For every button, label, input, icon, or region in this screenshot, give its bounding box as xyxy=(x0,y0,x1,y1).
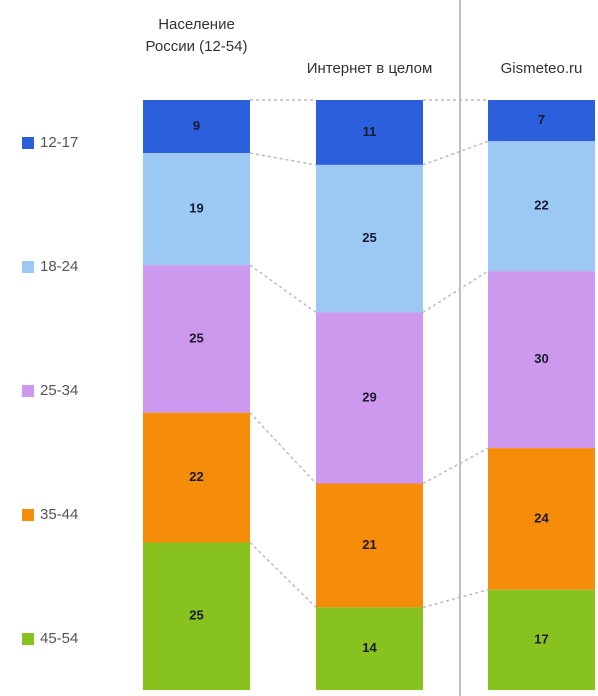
bar-segment xyxy=(488,448,595,590)
legend-swatch xyxy=(22,137,34,149)
bar-segment xyxy=(488,100,595,142)
value-label: 9 xyxy=(193,118,200,133)
connector xyxy=(422,447,489,485)
bar-segment xyxy=(316,483,423,608)
value-label: 25 xyxy=(189,608,203,623)
bar-segment xyxy=(143,412,250,543)
legend-label: 45-54 xyxy=(40,630,78,647)
value-label: 25 xyxy=(189,330,203,345)
bar-segment xyxy=(316,164,423,313)
connector xyxy=(249,152,317,166)
value-label: 22 xyxy=(189,469,203,484)
connector xyxy=(249,412,317,485)
bar-segment xyxy=(143,100,250,154)
legend-swatch xyxy=(22,633,34,645)
value-label: 30 xyxy=(534,351,548,366)
bar-segment xyxy=(316,607,423,690)
legend-swatch xyxy=(22,385,34,397)
bar-segment xyxy=(143,153,250,266)
value-label: 25 xyxy=(362,230,376,245)
bar-segment xyxy=(488,589,595,690)
bar-segment xyxy=(488,271,595,449)
value-label: 19 xyxy=(189,201,203,216)
value-label: 21 xyxy=(362,537,376,552)
value-label: 22 xyxy=(534,198,548,213)
connector xyxy=(249,264,317,314)
connector xyxy=(422,588,489,609)
value-label: 14 xyxy=(362,640,377,655)
legend-swatch xyxy=(22,509,34,521)
bar-segment xyxy=(143,542,250,690)
connector xyxy=(422,140,489,166)
value-label: 29 xyxy=(362,389,376,404)
bar-segment xyxy=(143,265,250,413)
bar-segment xyxy=(488,141,595,272)
value-label: 7 xyxy=(538,112,545,127)
bar-segment xyxy=(316,312,423,484)
column-header: Интернет в целом xyxy=(306,60,433,77)
column-header: Население России (12-54) xyxy=(145,16,248,55)
column-header: Gismeteo.ru xyxy=(500,60,583,77)
bar-segment xyxy=(316,100,423,165)
legend-swatch xyxy=(22,261,34,273)
legend-label: 18-24 xyxy=(40,258,78,275)
legend-label: 12-17 xyxy=(40,134,78,151)
legend-label: 25-34 xyxy=(40,382,78,399)
connector xyxy=(249,541,317,608)
value-label: 17 xyxy=(534,631,548,646)
value-label: 11 xyxy=(363,124,377,139)
value-label: 24 xyxy=(534,510,549,525)
connector xyxy=(422,270,489,314)
legend-label: 35-44 xyxy=(40,506,78,523)
